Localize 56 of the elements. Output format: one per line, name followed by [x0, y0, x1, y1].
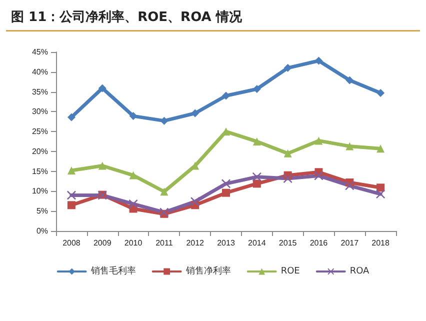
y-tick-label: 15%: [32, 166, 48, 176]
legend-label: ROA: [350, 266, 370, 276]
point: [190, 197, 200, 206]
point: [98, 84, 106, 92]
point: [345, 181, 354, 190]
point: [314, 56, 323, 65]
y-tick-label: 10%: [32, 186, 48, 196]
point: [67, 166, 76, 175]
legend-label: 销售毛利率: [90, 266, 136, 276]
point: [284, 149, 292, 158]
point: [66, 190, 76, 200]
point: [222, 92, 230, 100]
point: [129, 112, 138, 120]
point: [67, 201, 76, 210]
point: [222, 188, 230, 197]
legend-label: 销售净利率: [184, 266, 231, 276]
point: [98, 162, 106, 170]
legend-label: ROE: [280, 266, 300, 276]
point: [128, 199, 138, 208]
point: [376, 144, 385, 153]
y-tick-label: 5%: [36, 206, 48, 216]
point: [376, 88, 385, 97]
chart-title: 图 11：公司净利率、ROE、ROA 情况: [11, 9, 243, 25]
point: [160, 116, 168, 125]
x-tick-label: 2014: [248, 238, 266, 248]
x-tick-label: 2008: [62, 238, 81, 248]
y-tick-label: 35%: [32, 87, 48, 96]
point: [252, 172, 262, 182]
x-tick-label: 2011: [156, 238, 174, 248]
point: [252, 180, 261, 188]
x-tick-label: 2016: [310, 238, 328, 248]
point: [129, 171, 138, 180]
x-tick-label: 2015: [278, 238, 298, 248]
point: [222, 179, 230, 188]
point: [284, 64, 292, 72]
point: [67, 113, 76, 122]
y-tick-label: 0%: [36, 226, 48, 236]
point: [346, 76, 354, 84]
x-tick-label: 2018: [372, 238, 390, 248]
point: [376, 184, 385, 192]
y-tick-label: 40%: [32, 67, 48, 76]
x-tick-label: 2012: [186, 238, 205, 248]
point: [252, 138, 261, 146]
point: [346, 142, 354, 150]
y-tick-label: 25%: [32, 127, 48, 136]
y-tick-label: 20%: [32, 146, 48, 156]
y-tick-label: 30%: [32, 107, 48, 116]
point: [314, 136, 323, 145]
point: [283, 174, 292, 183]
x-tick-label: 2013: [217, 238, 236, 248]
point: [160, 188, 168, 196]
x-tick-label: 2009: [93, 238, 112, 248]
x-tick-label: 2010: [124, 238, 143, 248]
point: [191, 109, 200, 118]
y-tick-label: 45%: [32, 48, 48, 56]
x-tick-label: 2017: [340, 238, 360, 248]
